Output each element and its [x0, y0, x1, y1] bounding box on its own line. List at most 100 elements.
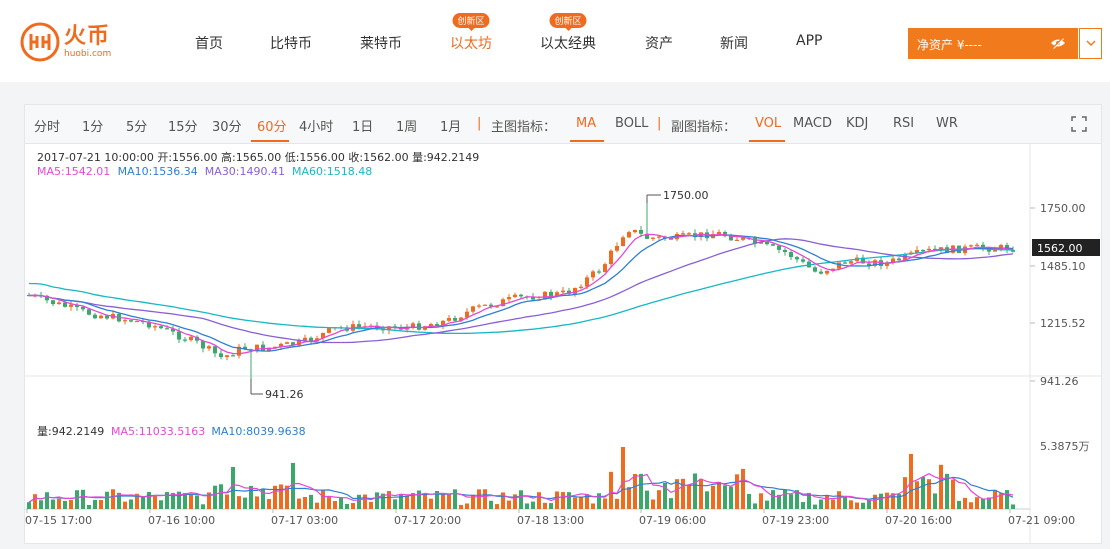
- volume-bar: [807, 492, 811, 509]
- volume-bar: [297, 498, 301, 509]
- logo-text-cn: 火币: [64, 24, 111, 49]
- volume-bar: [147, 491, 151, 509]
- candle-body: [105, 315, 109, 319]
- nav-item-6[interactable]: 新闻: [720, 33, 748, 53]
- volume-bar: [519, 490, 523, 509]
- candle-body: [129, 320, 133, 322]
- volume-bar: [33, 494, 37, 509]
- candle-body: [99, 315, 103, 319]
- volume-bar: [63, 501, 67, 509]
- volume-bar: [345, 503, 349, 509]
- candle-body: [753, 238, 757, 244]
- volume-bar: [513, 494, 517, 509]
- candle-body: [87, 309, 91, 315]
- candle-body: [75, 304, 79, 307]
- sub-indicator-tab[interactable]: MACD: [793, 116, 832, 131]
- period-tab[interactable]: 1日: [352, 120, 374, 135]
- ma-info-0: MA5:1542.01: [37, 165, 110, 178]
- candle-body: [933, 248, 937, 251]
- volume-bar: [81, 489, 85, 509]
- net-asset-button[interactable]: 净资产 ¥----: [908, 28, 1078, 59]
- candle-body: [729, 236, 733, 241]
- expand-icon[interactable]: [1071, 116, 1087, 132]
- period-tab[interactable]: 1分: [82, 120, 104, 135]
- nav-item-2[interactable]: 莱特币: [360, 33, 402, 53]
- main-indicator-tab[interactable]: BOLL: [615, 116, 649, 131]
- volume-bar: [45, 492, 49, 509]
- candle-body: [123, 320, 127, 322]
- volume-bar: [1005, 490, 1009, 509]
- volume-bar: [213, 485, 217, 509]
- volume-bar: [489, 500, 493, 509]
- volume-bar: [669, 498, 673, 509]
- volume-bar: [579, 496, 583, 509]
- candle-body: [549, 291, 553, 297]
- vol-ma5-line: [28, 473, 1014, 503]
- nav-item-0[interactable]: 首页: [195, 33, 223, 53]
- time-axis-label: 07-16 10:00: [148, 514, 215, 527]
- period-tab[interactable]: 5分: [126, 120, 148, 135]
- sub-indicator-tab[interactable]: RSI: [893, 116, 915, 131]
- huobi-logo-icon: [20, 22, 60, 62]
- sub-indicator-tab[interactable]: WR: [936, 116, 958, 131]
- volume-bar: [993, 489, 997, 509]
- candle-body: [993, 249, 997, 252]
- sub-indicator-tab[interactable]: VOL: [755, 116, 782, 131]
- vol-info-2: MA10:8039.9638: [211, 425, 305, 438]
- volume-bar: [285, 485, 289, 509]
- volume-bar: [573, 497, 577, 509]
- candle-body: [255, 344, 259, 351]
- asset-dropdown-button[interactable]: [1079, 28, 1102, 59]
- nav-item-7[interactable]: APP: [796, 33, 822, 49]
- nav-item-4[interactable]: 以太经典 创新区: [540, 13, 596, 53]
- period-tab[interactable]: 60分: [257, 120, 287, 135]
- candle-body: [819, 271, 823, 274]
- volume-bar: [891, 493, 895, 509]
- period-tab[interactable]: 1月: [440, 120, 462, 135]
- volume-bar: [399, 494, 403, 509]
- period-tab[interactable]: 分时: [34, 120, 61, 135]
- candle-body: [609, 250, 613, 265]
- high-label: 1750.00: [663, 189, 709, 202]
- nav-item-1[interactable]: 比特币: [270, 33, 312, 53]
- period-tab[interactable]: 15分: [168, 120, 198, 135]
- low-label: 941.26: [265, 388, 304, 401]
- new-zone-badge: 创新区: [452, 13, 490, 31]
- candle-body: [759, 241, 763, 244]
- volume-bar: [999, 493, 1003, 509]
- volume-bar: [627, 487, 631, 509]
- kline-chart[interactable]: 2017-07-21 10:00:00 开:1556.00 高:1565.00 …: [25, 143, 1101, 543]
- candle-body: [27, 295, 31, 297]
- volume-bar: [51, 499, 55, 509]
- volume-bar: [543, 502, 547, 509]
- main-indicator-tab[interactable]: MA: [576, 116, 597, 131]
- volume-bar: [153, 496, 157, 509]
- nav-item-5[interactable]: 资产: [645, 33, 673, 53]
- period-tab[interactable]: 1周: [396, 120, 418, 135]
- volume-bar: [795, 490, 799, 509]
- volume-bar: [651, 499, 655, 509]
- candle-body: [585, 277, 589, 287]
- sub-indicator-tab[interactable]: KDJ: [846, 116, 869, 131]
- logo[interactable]: 火币 huobi.com: [20, 21, 111, 63]
- volume-bar: [621, 447, 625, 509]
- volume-bar: [123, 501, 127, 509]
- volume-bar: [873, 494, 877, 509]
- volume-bar: [465, 503, 469, 509]
- volume-bar: [165, 492, 169, 509]
- volume-bar: [135, 493, 139, 509]
- candle-body: [981, 244, 985, 249]
- volume-bar: [1011, 504, 1015, 509]
- nav-item-3[interactable]: 以太坊 创新区: [450, 13, 492, 53]
- candle-body: [783, 249, 787, 253]
- volume-bar: [831, 499, 835, 509]
- candle-body: [597, 271, 601, 273]
- candle-body: [927, 248, 931, 251]
- volume-bar: [453, 489, 457, 509]
- period-tab[interactable]: 30分: [212, 120, 242, 135]
- volume-bar: [99, 499, 103, 509]
- volume-bar: [927, 479, 931, 509]
- eye-off-icon[interactable]: [1050, 37, 1066, 49]
- toolbar-divider: |: [657, 116, 662, 131]
- period-tab[interactable]: 4小时: [299, 120, 334, 135]
